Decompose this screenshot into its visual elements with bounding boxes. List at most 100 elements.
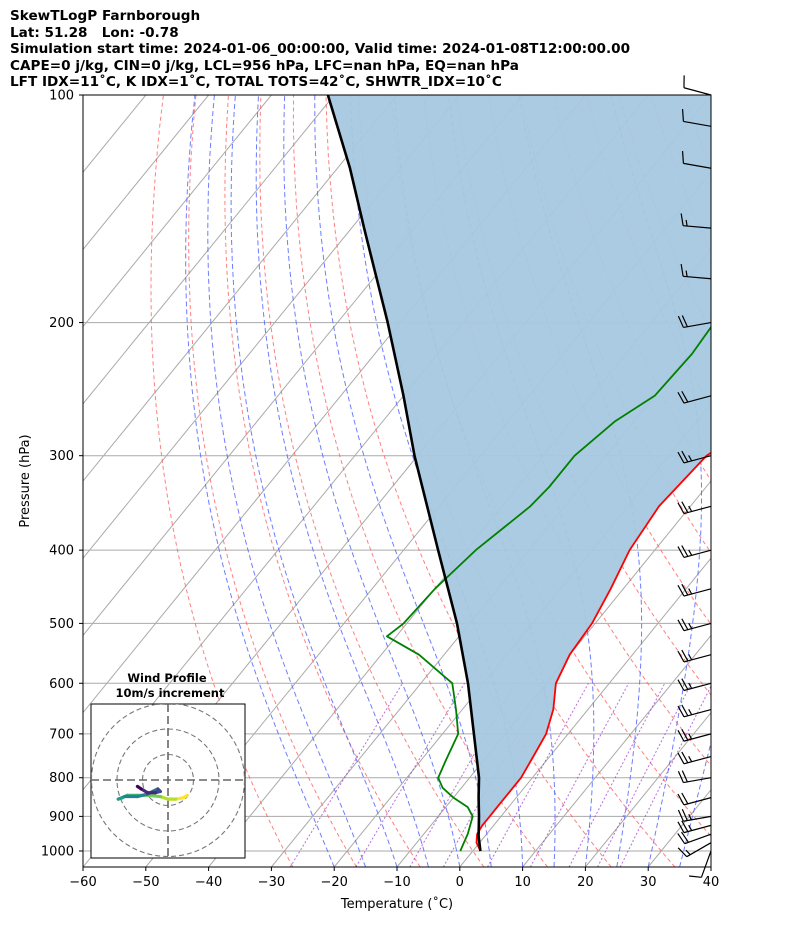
wind-barb — [677, 649, 712, 663]
wind-barb-flag — [689, 875, 702, 878]
wind-barb-half-flag — [685, 219, 688, 227]
mixing-ratio-line — [619, 685, 711, 867]
y-tick-label: 300 — [49, 449, 74, 464]
y-tick-label: 900 — [49, 810, 74, 825]
mixing-ratio-line — [529, 683, 630, 867]
y-tick-label: 100 — [49, 89, 74, 104]
hodograph-subtitle: 10m/s increment — [116, 686, 225, 700]
x-tick-label: −30 — [258, 875, 285, 890]
dry-adiabat — [781, 95, 794, 867]
parcel-path-line — [326, 95, 482, 852]
moist-adiabat — [230, 95, 398, 867]
mixing-ratio-line — [487, 683, 589, 867]
moist-adiabat — [255, 95, 429, 867]
wind-barb — [677, 792, 712, 806]
wind-barb-flag — [677, 650, 685, 663]
wind-barb — [677, 501, 712, 515]
wind-barb-flag — [680, 263, 684, 277]
wind-barb — [677, 390, 712, 404]
simulation-time: Simulation start time: 2024-01-06_00:00:… — [10, 41, 631, 57]
wind-barb-flag — [677, 315, 684, 328]
wind-barb — [681, 151, 712, 169]
wind-barb-half-flag — [688, 505, 693, 512]
mixing-ratio-line — [597, 683, 692, 867]
wind-barb-staff — [686, 842, 712, 858]
hodograph-segment — [135, 792, 150, 799]
wind-barb-flag — [677, 502, 685, 514]
wind-barb — [681, 109, 712, 127]
wind-barb — [677, 751, 712, 765]
x-tick-label: −10 — [383, 875, 410, 890]
wind-barb-flag — [677, 679, 685, 691]
wind-barb-flag — [681, 545, 689, 557]
moist-adiabat — [710, 865, 711, 867]
wind-barb-flag — [681, 390, 689, 403]
wind-barb — [680, 263, 712, 280]
wind-barb-flag — [681, 109, 685, 122]
wind-barb-flag — [677, 752, 685, 765]
wind-barb-half-flag — [688, 682, 693, 689]
dry-adiabat — [150, 95, 294, 867]
dry-adiabat — [224, 95, 421, 867]
wind-barb-staff — [683, 321, 712, 329]
wind-barb-flag — [680, 213, 684, 226]
wind-barb-flag — [681, 704, 689, 717]
wind-barb-staff — [683, 815, 712, 822]
mixing-ratio-line — [289, 683, 403, 867]
dry-adiabat — [292, 95, 548, 867]
wind-barb — [689, 850, 712, 878]
y-tick-label: 800 — [49, 771, 74, 786]
wind-barb-staff — [683, 120, 712, 127]
wind-barb-staff — [683, 225, 712, 229]
wind-barb — [677, 704, 712, 718]
wind-barb-flag — [681, 809, 688, 821]
wind-barb-flag — [677, 771, 684, 783]
wind-barb-flag — [677, 391, 685, 404]
wind-barb-staff — [683, 455, 712, 464]
wind-barb-flag — [681, 583, 689, 596]
wind-barb — [677, 315, 712, 329]
stability-indices-1: CAPE=0 j/kg, CIN=0 j/kg, LCL=956 hPa, LF… — [10, 57, 519, 74]
x-tick-label: −60 — [69, 875, 96, 890]
wind-barb-staff — [683, 755, 712, 765]
wind-barb-flag — [681, 450, 689, 463]
isotherm-line — [83, 95, 461, 560]
isotherm-line — [585, 711, 711, 867]
wind-barb-staff — [683, 87, 712, 96]
wind-barb-flag — [681, 751, 689, 764]
wind-barb-flag — [677, 584, 685, 597]
wind-barb-staff — [683, 708, 712, 718]
cin-shading — [327, 95, 711, 851]
hodograph-ring — [91, 704, 245, 858]
wind-barb-half-flag — [688, 588, 693, 595]
wind-barb-flag — [681, 649, 689, 662]
wind-barb-half-flag — [688, 654, 693, 661]
wind-barb-half-flag — [685, 270, 688, 277]
y-axis-label: Pressure (hPa) — [18, 434, 33, 527]
wind-barb-staff — [683, 162, 712, 169]
wind-barb-flag — [677, 546, 685, 558]
hodograph-title: Wind Profile — [127, 671, 207, 685]
wind-barb-half-flag — [688, 824, 693, 831]
wind-barb-staff — [683, 654, 712, 663]
moist-adiabat — [207, 95, 367, 867]
wind-barb-flag — [677, 821, 685, 833]
y-tick-label: 600 — [49, 677, 74, 692]
wind-barb — [677, 842, 712, 858]
wind-barb-flag — [681, 728, 689, 741]
x-tick-label: 20 — [577, 875, 594, 890]
wind-barb-staff — [683, 733, 712, 742]
wind-barb-flag — [681, 678, 689, 690]
wind-barb-half-flag — [688, 813, 692, 821]
mixing-ratio-line — [355, 683, 465, 867]
stability-indices-2: LFT IDX=11˚C, K IDX=1˚C, TOTAL TOTS=42˚C… — [10, 74, 502, 90]
wind-barb-flag — [677, 451, 685, 464]
wind-barb — [677, 820, 712, 834]
isotherm-line — [83, 95, 335, 405]
y-tick-label: 500 — [49, 617, 74, 632]
y-tick-label: 400 — [49, 544, 74, 559]
wind-barb-half-flag — [688, 455, 693, 462]
wind-barb-flag — [677, 705, 685, 718]
wind-barb-flag — [677, 619, 685, 631]
y-tick-label: 200 — [49, 316, 74, 331]
